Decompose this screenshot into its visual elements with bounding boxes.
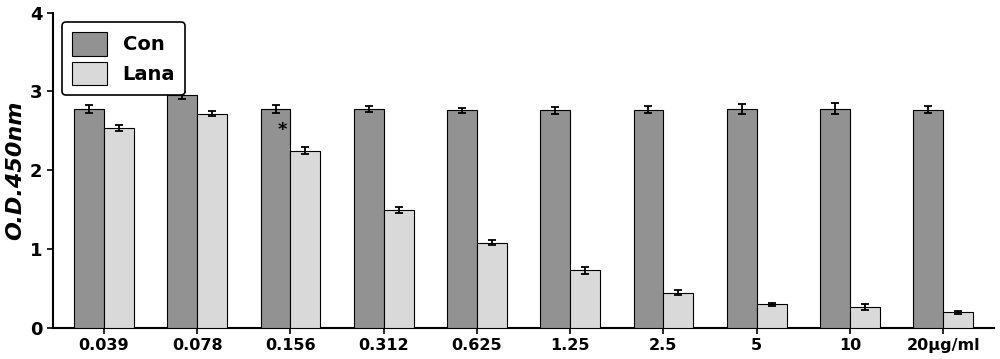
Bar	[290, 150, 320, 328]
Bar	[354, 109, 384, 328]
Bar	[261, 109, 290, 328]
Bar	[913, 109, 943, 328]
Bar	[757, 304, 787, 328]
Bar	[384, 210, 414, 328]
Y-axis label: O.D.450nm: O.D.450nm	[6, 101, 26, 240]
Bar	[167, 95, 197, 328]
Bar	[197, 113, 227, 328]
Bar	[663, 293, 693, 328]
Bar	[727, 109, 757, 328]
Text: *: *	[277, 121, 287, 139]
Bar	[943, 312, 973, 328]
Bar	[447, 110, 477, 328]
Bar	[74, 109, 104, 328]
Bar	[540, 110, 570, 328]
Bar	[477, 243, 507, 328]
Bar	[570, 270, 600, 328]
Bar	[850, 307, 880, 328]
Legend: Con, Lana: Con, Lana	[62, 22, 185, 95]
Bar	[634, 109, 663, 328]
Bar	[820, 109, 850, 328]
Bar	[104, 128, 134, 328]
